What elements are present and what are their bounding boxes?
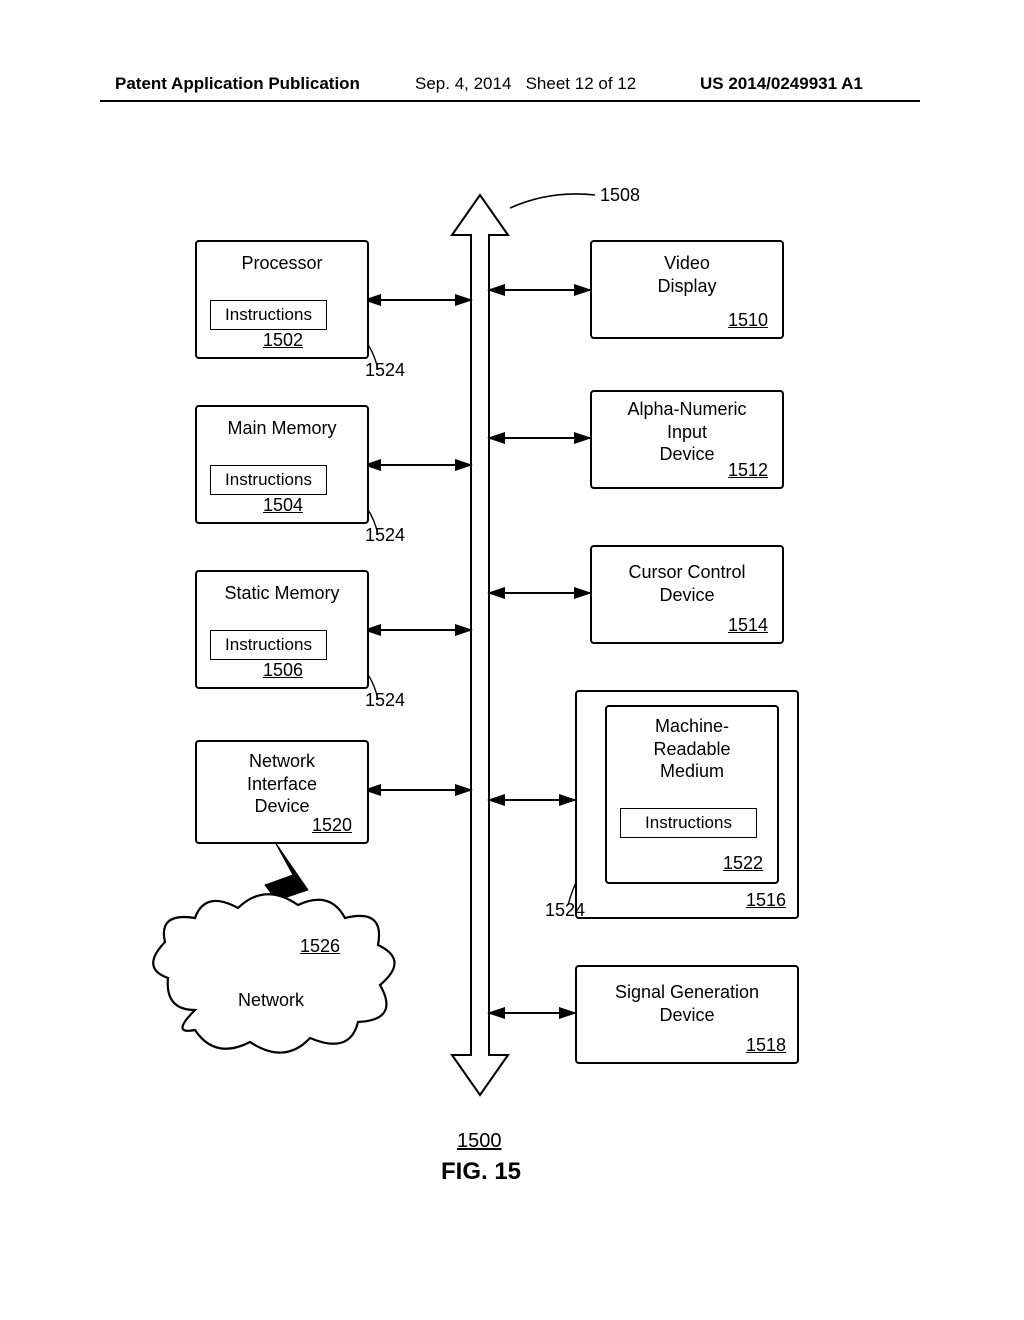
mrm-instr-ref: 1524 [545,900,585,921]
static-memory-title: Static Memory [197,572,367,605]
header-pubnum: US 2014/0249931 A1 [700,74,863,94]
network-interface-ref: 1520 [312,815,352,836]
video-display-title: Video Display [592,242,782,297]
figure-number-ref: 1500 [457,1130,502,1153]
header-date-sheet: Sep. 4, 2014 Sheet 12 of 12 [415,74,636,94]
network-interface-title: Network Interface Device [197,742,367,818]
main-memory-ref: 1504 [263,495,303,516]
video-display-ref: 1510 [728,310,768,331]
diagram-svg [0,160,1024,1210]
static-memory-instr-ref: 1524 [365,690,405,711]
patent-header: Patent Application Publication Sep. 4, 2… [0,74,1024,102]
mrm-title: Machine- Readable Medium [607,707,777,783]
static-memory-ref: 1506 [263,660,303,681]
figure-title: FIG. 15 [441,1158,521,1186]
signal-gen-title: Signal Generation Device [577,967,797,1026]
network-ref: 1526 [300,936,340,957]
mrm-instructions: Instructions [620,808,757,838]
cursor-control-ref: 1514 [728,615,768,636]
main-memory-instructions: Instructions [210,465,327,495]
cursor-control-title: Cursor Control Device [592,547,782,606]
signal-gen-ref: 1518 [746,1035,786,1056]
processor-instructions: Instructions [210,300,327,330]
mrm-ref: 1522 [723,853,763,874]
processor-instr-ref: 1524 [365,360,405,381]
main-memory-title: Main Memory [197,407,367,440]
bus-ref: 1508 [600,185,640,206]
alpha-numeric-title: Alpha-Numeric Input Device [592,392,782,466]
static-memory-instructions: Instructions [210,630,327,660]
network-label: Network [238,990,304,1011]
processor-title: Processor [197,242,367,275]
main-memory-instr-ref: 1524 [365,525,405,546]
alpha-numeric-ref: 1512 [728,460,768,481]
processor-ref: 1502 [263,330,303,351]
network-cloud [153,894,394,1052]
header-divider [100,100,920,102]
bus-arrow [452,195,508,1095]
drive-unit-ref: 1516 [746,890,786,911]
figure-15-diagram: 1508 Processor Instructions 1502 1524 Ma… [0,160,1024,1210]
header-publication: Patent Application Publication [115,74,360,94]
